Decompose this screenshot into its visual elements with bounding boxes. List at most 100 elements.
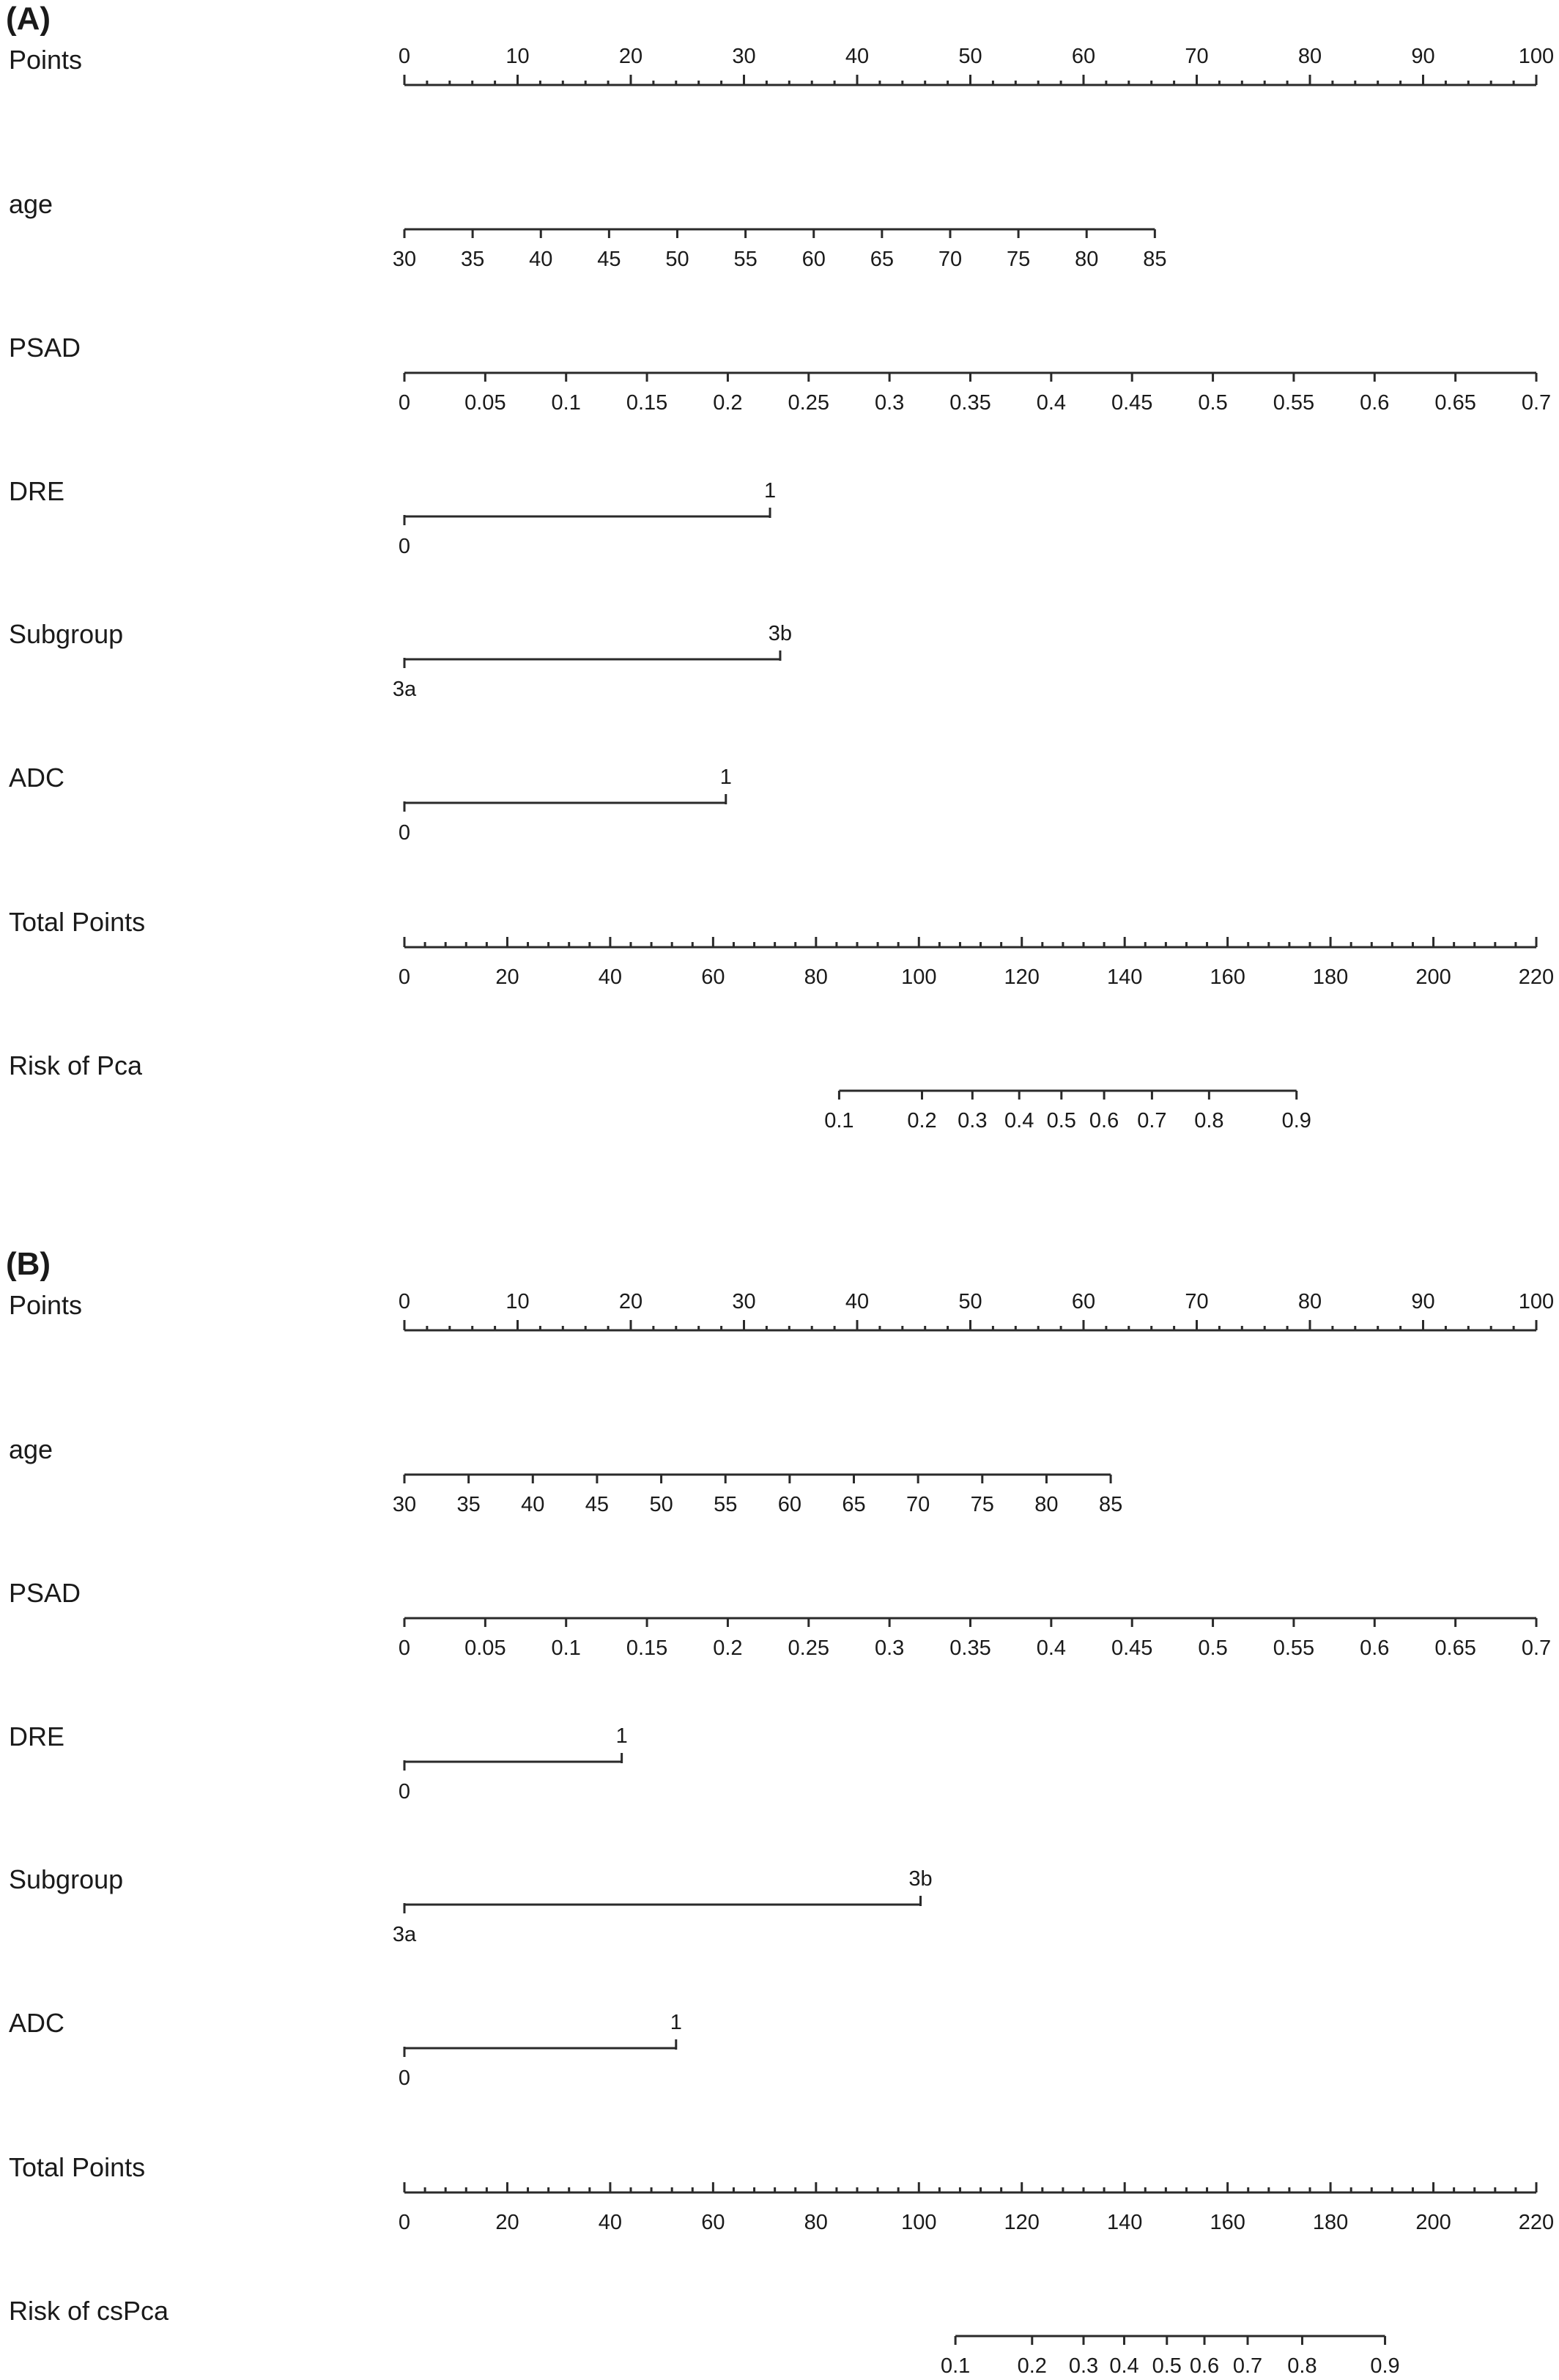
tick-label: 30 — [393, 1493, 416, 1516]
tick-label: 60 — [1072, 1290, 1095, 1313]
level-label: 0 — [399, 1780, 410, 1803]
tick-label: 0 — [399, 1290, 410, 1313]
tick-label: 0.55 — [1273, 391, 1314, 415]
tick-label: 0.4 — [1037, 391, 1066, 415]
tick-label: 80 — [1298, 1290, 1322, 1313]
tick-label: 65 — [870, 248, 894, 271]
tick-label: 75 — [1007, 248, 1030, 271]
row-adc: ADC 0 1 — [9, 763, 732, 845]
row-label: PSAD — [9, 333, 81, 363]
tick-label: 0.8 — [1287, 2354, 1317, 2378]
tick-label: 0.35 — [949, 1636, 990, 1660]
row-age: age 30 35 40 45 50 55 60 65 70 75 80 85 — [9, 189, 1166, 271]
tick-label: 160 — [1210, 2211, 1245, 2234]
tick-label: 0.65 — [1434, 1636, 1475, 1660]
row-label: Points — [9, 45, 82, 75]
row-label: PSAD — [9, 1578, 81, 1608]
tick-label: 220 — [1519, 965, 1554, 989]
row-label: Risk of Pca — [9, 1050, 143, 1080]
tick-label: 0.1 — [941, 2354, 970, 2378]
tick-label: 10 — [506, 45, 529, 68]
panel-label: (A) — [6, 1, 51, 37]
tick-label: 30 — [732, 1290, 755, 1313]
row-points: Points 0 10 20 30 40 50 60 70 80 90 100 — [9, 1290, 1554, 1332]
tick-label: 200 — [1415, 965, 1451, 989]
row-label: age — [9, 1434, 53, 1464]
tick-label: 10 — [506, 1290, 529, 1313]
tick-label: 40 — [599, 965, 622, 989]
tick-label: 70 — [906, 1493, 930, 1516]
tick-label: 0.7 — [1522, 391, 1551, 415]
level-label: 3a — [393, 1923, 417, 1946]
tick-label: 55 — [714, 1493, 737, 1516]
tick-label: 70 — [938, 248, 962, 271]
tick-label: 0.5 — [1047, 1109, 1076, 1132]
tick-label: 0.25 — [788, 1636, 829, 1660]
tick-label: 120 — [1004, 2211, 1040, 2234]
tick-label: 60 — [802, 248, 826, 271]
tick-label: 0.05 — [464, 1636, 506, 1660]
tick-label: 85 — [1143, 248, 1166, 271]
row-subgroup: Subgroup 3a 3b — [9, 619, 792, 701]
tick-label: 0.45 — [1111, 391, 1152, 415]
tick-label: 75 — [971, 1493, 994, 1516]
tick-label: 80 — [1298, 45, 1322, 68]
panel-label: (B) — [6, 1246, 51, 1282]
tick-label: 80 — [1075, 248, 1098, 271]
row-dre: DRE 0 1 — [9, 476, 776, 558]
row-label: Total Points — [9, 2152, 145, 2182]
tick-label: 0.6 — [1190, 2354, 1219, 2378]
tick-label: 0.2 — [713, 391, 742, 415]
level-label: 0 — [399, 821, 410, 845]
tick-label: 50 — [649, 1493, 673, 1516]
tick-label: 0.4 — [1109, 2354, 1138, 2378]
tick-label: 65 — [842, 1493, 865, 1516]
row-label: Total Points — [9, 907, 145, 937]
tick-label: 0.3 — [958, 1109, 987, 1132]
tick-label: 50 — [958, 45, 982, 68]
row-label: DRE — [9, 476, 64, 506]
tick-label: 55 — [733, 248, 757, 271]
tick-label: 220 — [1519, 2211, 1554, 2234]
tick-label: 20 — [619, 45, 643, 68]
level-label: 3b — [769, 622, 792, 645]
tick-label: 85 — [1099, 1493, 1122, 1516]
row-label: Points — [9, 1290, 82, 1320]
tick-label: 45 — [597, 248, 621, 271]
tick-label: 0.35 — [949, 391, 990, 415]
row-points: Points 0 10 20 30 40 50 60 70 80 90 100 — [9, 45, 1554, 86]
tick-label: 100 — [1519, 45, 1554, 68]
tick-label: 0.1 — [824, 1109, 853, 1132]
row-psad: PSAD 0 0.05 0.1 0.15 0.2 0.25 0.3 0.35 0.4 0.45 0.5… — [9, 1578, 1551, 1660]
tick-label: 40 — [845, 1290, 869, 1313]
tick-label: 50 — [665, 248, 689, 271]
tick-label: 0.9 — [1370, 2354, 1399, 2378]
tick-label: 0.5 — [1198, 391, 1227, 415]
tick-label: 0.6 — [1360, 1636, 1389, 1660]
tick-label: 0.6 — [1360, 391, 1389, 415]
tick-label: 70 — [1185, 1290, 1208, 1313]
tick-label: 0.45 — [1111, 1636, 1152, 1660]
tick-label: 0 — [399, 2211, 410, 2234]
tick-label: 90 — [1411, 45, 1434, 68]
tick-label: 0.4 — [1037, 1636, 1066, 1660]
tick-label: 90 — [1411, 1290, 1434, 1313]
level-label: 3a — [393, 678, 417, 701]
level-label: 1 — [616, 1724, 628, 1748]
row-adc: ADC 0 1 — [9, 2008, 682, 2090]
tick-label: 80 — [804, 2211, 828, 2234]
tick-label: 0.5 — [1198, 1636, 1227, 1660]
tick-label: 0.2 — [907, 1109, 936, 1132]
tick-label: 0 — [399, 391, 410, 415]
row-total-points: Total Points 0 20 40 60 80 100 120 140 160 180 200 2… — [9, 2152, 1554, 2234]
row-dre: DRE 0 1 — [9, 1721, 628, 1803]
level-label: 1 — [720, 765, 732, 789]
tick-label: 0.3 — [875, 391, 904, 415]
tick-label: 35 — [461, 248, 484, 271]
row-total-points: Total Points 0 20 40 60 80 100 120 140 160 180 200 2… — [9, 907, 1554, 989]
tick-label: 0.1 — [552, 1636, 581, 1660]
row-subgroup: Subgroup 3a 3b — [9, 1864, 933, 1946]
row-risk-of-pca: Risk of Pca 0.1 0.2 0.3 0.4 0.5 0.6 0.7 0.8 0.9 — [9, 1050, 1311, 1132]
